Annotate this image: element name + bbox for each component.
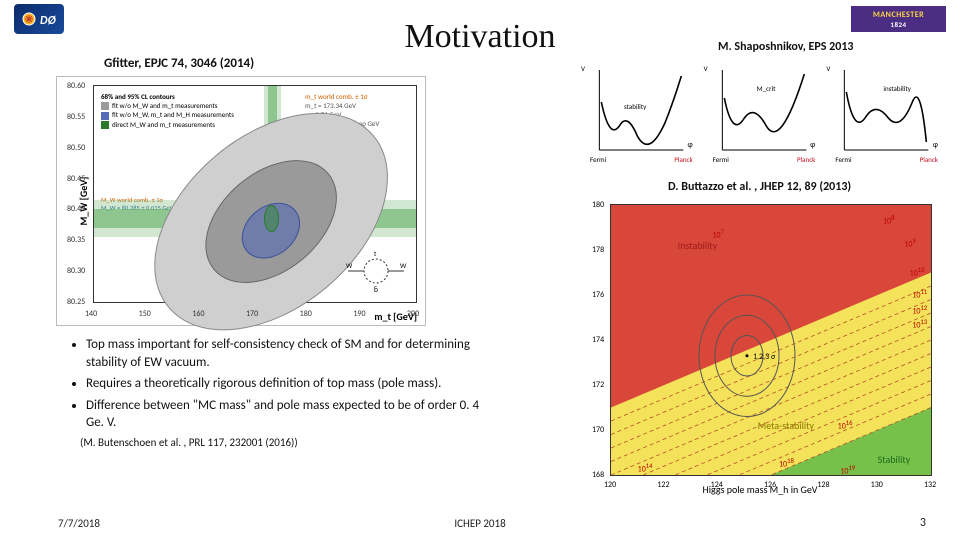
pot-ylabel-1: V xyxy=(581,64,585,73)
bullet-item: Requires a theoretically rigorous defini… xyxy=(86,375,488,393)
gfitter-plot-area: 68% and 95% CL contours fit w/o M_W and … xyxy=(93,85,417,303)
pot-xlabel-left-3: Fermi xyxy=(835,155,851,164)
potential-curve-instability xyxy=(825,62,940,162)
svg-text:b̄: b̄ xyxy=(374,285,378,294)
potential-panel-stable: V Fermi Planck stability φ xyxy=(580,62,695,162)
svg-text:t: t xyxy=(374,249,377,258)
potential-curve-stable xyxy=(580,62,695,162)
potential-panel-metastable: V Fermi Planck M_crit φ xyxy=(703,62,818,162)
svg-text:W: W xyxy=(346,261,353,270)
pot-xlabel-left-1: Fermi xyxy=(590,155,606,164)
gfitter-legend-title: 68% and 95% CL contours xyxy=(101,92,245,101)
pot-label-3: instability xyxy=(883,84,911,93)
bullet-item: Top mass important for self-consistency … xyxy=(86,336,488,371)
bullet-list: Top mass important for self-consistency … xyxy=(68,336,488,451)
pot-ylabel-2: V xyxy=(704,64,708,73)
gfitter-legend-items: fit w/o M_W and m_t measurementsfit w/o … xyxy=(101,101,245,129)
citation-shaposhnikov: M. Shaposhnikov, EPS 2013 xyxy=(718,40,854,54)
gfitter-ylabel: M_W [GeV] xyxy=(77,177,90,226)
pot-xlabel-left-2: Fermi xyxy=(713,155,729,164)
stability-plot-area: InstabilityMeta-stabilityStability107108… xyxy=(610,204,932,476)
potential-sketches: V Fermi Planck stability φ V Fermi Planc… xyxy=(580,62,940,162)
gfitter-chart: M_W [GeV] m_t [GeV] 68% and 95% CL conto… xyxy=(56,76,426,326)
svg-text:W: W xyxy=(400,261,407,270)
citation-gfitter: Gfitter, EPJC 74, 3046 (2014) xyxy=(104,56,254,71)
stability-chart: Top pole mass M_t in GeV Higgs pole mass… xyxy=(580,198,940,496)
footer-page-number: 3 xyxy=(920,516,926,530)
bullet-item: Difference between "MC mass" and pole ma… xyxy=(86,397,488,432)
pot-ylabel-3: V xyxy=(826,64,830,73)
gfitter-legend-contours: 68% and 95% CL contours fit w/o M_W and … xyxy=(98,90,248,131)
pot-xlabel-right-2: Planck xyxy=(797,155,815,164)
pot-xlabel-right-1: Planck xyxy=(674,155,692,164)
potential-panel-instability: V Fermi Planck instability φ xyxy=(825,62,940,162)
potential-curve-metastable xyxy=(703,62,818,162)
pot-label-1: stability xyxy=(624,102,646,111)
bullet-subcitation: (M. Butenschoen et al. , PRL 117, 232001… xyxy=(80,436,488,451)
footer-conference: ICHEP 2018 xyxy=(0,517,960,530)
bullet-items: Top mass important for self-consistency … xyxy=(68,336,488,432)
citation-buttazzo: D. Buttazzo et al. , JHEP 12, 89 (2013) xyxy=(668,180,851,194)
pot-xlabel-right-3: Planck xyxy=(920,155,938,164)
pot-label-2: M_crit xyxy=(757,84,776,93)
